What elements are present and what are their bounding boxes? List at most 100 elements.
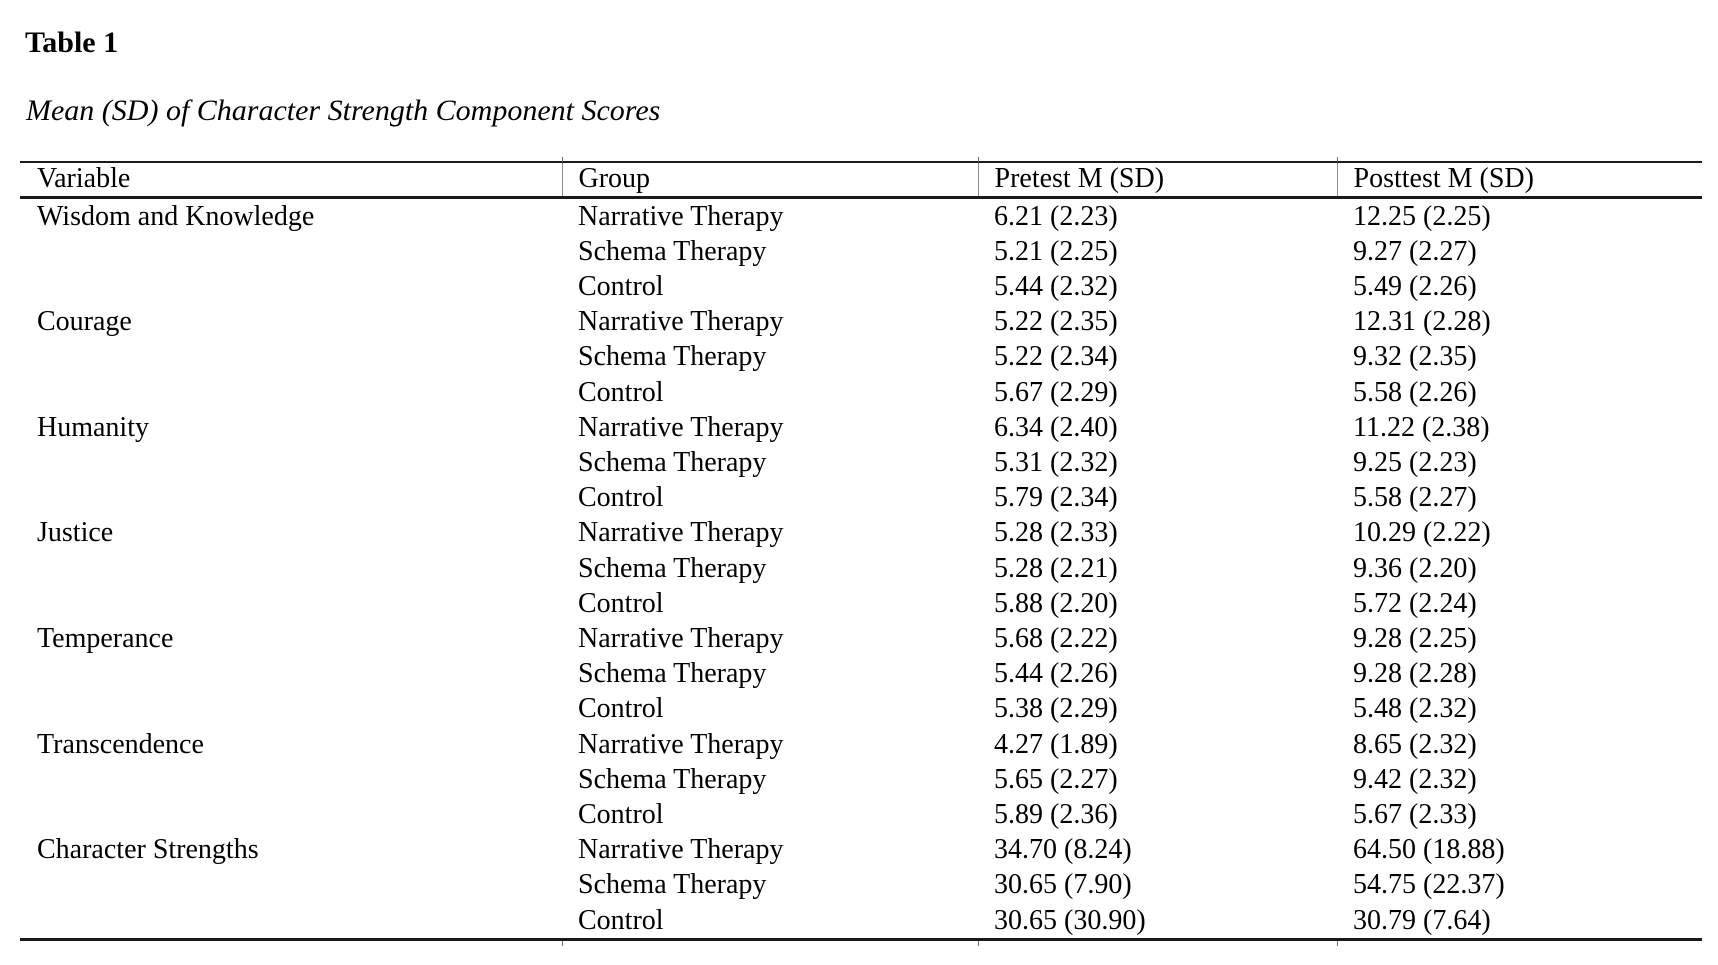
cell-posttest: 10.29 (2.22) <box>1353 517 1491 549</box>
cell-border-tick <box>562 157 563 162</box>
table-row: Schema Therapy 5.22 (2.34) 9.32 (2.35) <box>20 339 1702 374</box>
table-row: Character Strengths Narrative Therapy 34.7… <box>20 832 1702 867</box>
table-row: Control 5.44 (2.32) 5.49 (2.26) <box>20 269 1702 304</box>
table-row: Courage Narrative Therapy 5.22 (2.35) 12.31… <box>20 304 1702 339</box>
cell-posttest: 9.28 (2.28) <box>1353 658 1477 690</box>
cell-group: Control <box>578 587 664 619</box>
cell-pretest: 5.44 (2.32) <box>994 270 1118 302</box>
table-container: Variable Group Pretest M (SD) Posttest M… <box>20 157 1702 946</box>
table-row: Schema Therapy 5.31 (2.32) 9.25 (2.23) <box>20 445 1702 480</box>
cell-pretest: 4.27 (1.89) <box>994 728 1118 760</box>
cell-posttest: 9.25 (2.23) <box>1353 446 1477 478</box>
cell-group: Schema Therapy <box>578 869 767 901</box>
table-row: Control 5.88 (2.20) 5.72 (2.24) <box>20 586 1702 621</box>
table-body: Wisdom and Knowledge Narrative Therapy 6.2… <box>20 197 1702 939</box>
cell-variable: Justice <box>37 517 114 549</box>
cell-posttest: 9.42 (2.32) <box>1353 763 1477 795</box>
cell-pretest: 6.34 (2.40) <box>994 411 1118 443</box>
cell-posttest: 11.22 (2.38) <box>1353 411 1490 443</box>
col-header-group: Group <box>561 162 978 197</box>
cell-variable: Wisdom and Knowledge <box>37 200 315 232</box>
cell-variable <box>20 797 562 832</box>
cell-posttest: 9.36 (2.20) <box>1353 552 1477 584</box>
results-table: Variable Group Pretest M (SD) Posttest M… <box>20 161 1702 941</box>
cell-group: Narrative Therapy <box>578 306 784 338</box>
table-row: Control 5.67 (2.29) 5.58 (2.26) <box>20 375 1702 410</box>
cell-border-tick <box>978 157 979 162</box>
cell-group: Schema Therapy <box>578 658 767 690</box>
cell-posttest: 54.75 (22.37) <box>1353 869 1505 901</box>
cell-group: Narrative Therapy <box>578 411 784 443</box>
cell-border-tick <box>978 940 979 946</box>
cell-group: Schema Therapy <box>578 341 767 373</box>
cell-group: Control <box>578 904 664 936</box>
cell-border-tick <box>1337 940 1338 946</box>
cell-group: Schema Therapy <box>578 235 767 267</box>
table-row: Control 5.38 (2.29) 5.48 (2.32) <box>20 691 1702 726</box>
table-row: Schema Therapy 5.21 (2.25) 9.27 (2.27) <box>20 234 1702 269</box>
cell-pretest: 30.65 (7.90) <box>994 869 1132 901</box>
cell-pretest: 5.44 (2.26) <box>994 658 1118 690</box>
cell-group: Narrative Therapy <box>578 728 784 760</box>
cell-group: Narrative Therapy <box>578 622 784 654</box>
table-row: Control 30.65 (30.90) 30.79 (7.64) <box>20 903 1702 940</box>
cell-pretest: 5.65 (2.27) <box>994 763 1118 795</box>
cell-pretest: 5.89 (2.36) <box>994 798 1118 830</box>
cell-variable: Courage <box>37 306 132 338</box>
cell-variable <box>20 339 562 374</box>
table-row: Schema Therapy 30.65 (7.90) 54.75 (22.37) <box>20 867 1702 902</box>
cell-group: Schema Therapy <box>578 763 767 795</box>
cell-posttest: 5.72 (2.24) <box>1353 587 1477 619</box>
cell-posttest: 9.28 (2.25) <box>1353 622 1477 654</box>
cell-posttest: 12.31 (2.28) <box>1353 306 1491 338</box>
cell-pretest: 5.31 (2.32) <box>994 446 1118 478</box>
cell-posttest: 5.48 (2.32) <box>1353 693 1477 725</box>
cell-group: Schema Therapy <box>578 552 767 584</box>
cell-variable <box>20 234 562 269</box>
cell-posttest: 8.65 (2.32) <box>1353 728 1477 760</box>
cell-variable <box>20 445 562 480</box>
cell-variable <box>20 480 562 515</box>
cell-pretest: 5.38 (2.29) <box>994 693 1118 725</box>
cell-variable <box>20 903 562 940</box>
cell-border-tick <box>1337 157 1338 162</box>
table-row: Schema Therapy 5.44 (2.26) 9.28 (2.28) <box>20 656 1702 691</box>
cell-group: Narrative Therapy <box>578 834 784 866</box>
cell-pretest: 5.22 (2.34) <box>994 341 1118 373</box>
document-page: Table 1 Mean (SD) of Character Strength … <box>0 26 1718 965</box>
cell-posttest: 9.32 (2.35) <box>1353 341 1477 373</box>
cell-group: Narrative Therapy <box>578 200 784 232</box>
cell-variable <box>20 586 562 621</box>
cell-variable <box>20 691 562 726</box>
table-row: Temperance Narrative Therapy 5.68 (2.22) 9.… <box>20 621 1702 656</box>
cell-posttest: 64.50 (18.88) <box>1353 834 1505 866</box>
cell-variable <box>20 551 562 586</box>
header-row: Variable Group Pretest M (SD) Posttest M… <box>20 162 1702 197</box>
table-row: Transcendence Narrative Therapy 4.27 (1.89… <box>20 727 1702 762</box>
cell-group: Control <box>578 270 664 302</box>
cell-pretest: 5.67 (2.29) <box>994 376 1118 408</box>
col-header-variable: Variable <box>37 163 131 195</box>
cell-variable: Character Strengths <box>37 834 259 866</box>
cell-posttest: 5.58 (2.26) <box>1353 376 1477 408</box>
table-row: Humanity Narrative Therapy 6.34 (2.40) 11.2… <box>20 410 1702 445</box>
cell-posttest: 5.58 (2.27) <box>1353 482 1477 514</box>
cell-pretest: 5.21 (2.25) <box>994 235 1118 267</box>
cell-border-tick <box>562 940 563 946</box>
table-row: Schema Therapy 5.65 (2.27) 9.42 (2.32) <box>20 762 1702 797</box>
col-header-pretest: Pretest M (SD) <box>977 162 1337 197</box>
cell-posttest: 5.67 (2.33) <box>1353 798 1477 830</box>
cell-pretest: 5.79 (2.34) <box>994 482 1118 514</box>
table-row: Control 5.89 (2.36) 5.67 (2.33) <box>20 797 1702 832</box>
table-row: Control 5.79 (2.34) 5.58 (2.27) <box>20 480 1702 515</box>
table-caption: Mean (SD) of Character Strength Componen… <box>26 94 661 127</box>
cell-variable: Humanity <box>37 411 149 443</box>
cell-pretest: 5.28 (2.33) <box>994 517 1118 549</box>
cell-pretest: 30.65 (30.90) <box>994 904 1146 936</box>
table-number-heading: Table 1 <box>25 26 119 59</box>
cell-variable <box>20 762 562 797</box>
cell-pretest: 34.70 (8.24) <box>994 834 1132 866</box>
cell-pretest: 5.88 (2.20) <box>994 587 1118 619</box>
cell-variable <box>20 375 562 410</box>
cell-group: Narrative Therapy <box>578 517 784 549</box>
